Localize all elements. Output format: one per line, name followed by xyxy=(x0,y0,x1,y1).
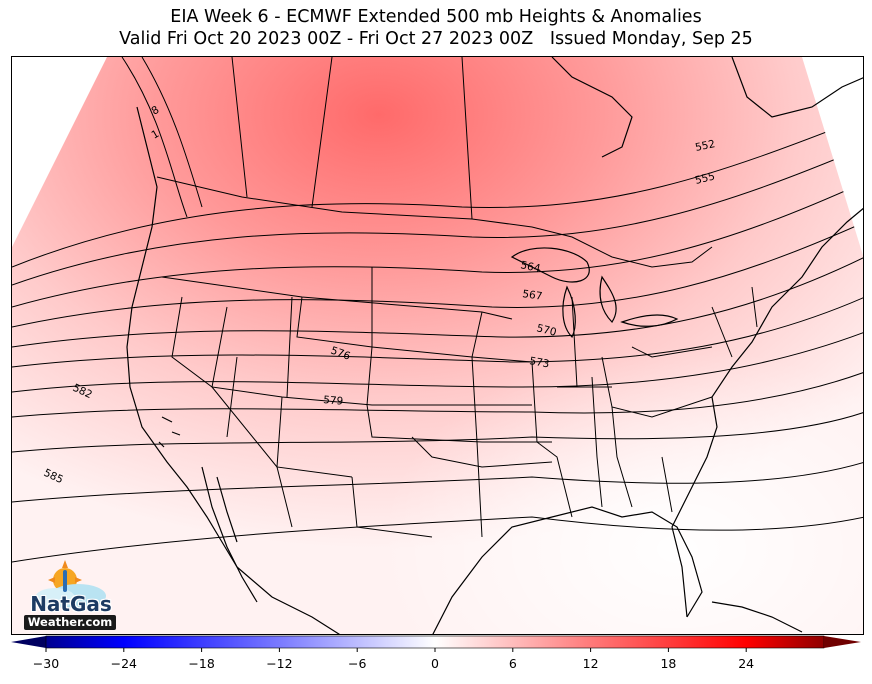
state-borders xyxy=(156,57,758,538)
contour-label: 570 xyxy=(535,322,557,338)
contour-label: 567 xyxy=(522,288,544,303)
coastlines xyxy=(126,57,863,634)
colorbar-gradient xyxy=(45,635,825,649)
logo-main-text: NatGas xyxy=(30,592,112,616)
sun-cloud-icon xyxy=(35,560,106,608)
colorbar-tick-label: −12 xyxy=(266,656,292,671)
colorbar-tick-label: −18 xyxy=(188,656,214,671)
anomaly-map: 552 555 564 567 570 573 576 579 582 585 … xyxy=(11,56,864,635)
colorbar-tick-label: 0 xyxy=(431,656,439,671)
contour-label: 579 xyxy=(323,394,344,408)
colorbar-ticks: −30 −24 −18 −12 −6 0 6 12 18 24 xyxy=(33,648,754,671)
chart-title: EIA Week 6 - ECMWF Extended 500 mb Heigh… xyxy=(170,7,702,27)
contour-label: 552 xyxy=(694,138,716,154)
colorbar-min-arrow xyxy=(11,636,46,648)
contour-label: 8 xyxy=(150,104,162,118)
colorbar-tick-label: 18 xyxy=(660,656,676,671)
contour-label: 555 xyxy=(694,170,716,186)
contour-label: 573 xyxy=(528,355,550,370)
colorbar-tick-label: 6 xyxy=(509,656,517,671)
colorbar: −30 −24 −18 −12 −6 0 6 12 18 24 xyxy=(11,635,861,671)
colorbar-tick-label: −30 xyxy=(33,656,59,671)
logo-sub-text: Weather.com xyxy=(24,615,116,630)
colorbar-tick-label: −6 xyxy=(348,656,366,671)
colorbar-tick-label: −24 xyxy=(111,656,137,671)
anomaly-shading xyxy=(12,57,863,634)
chart-subtitle: Valid Fri Oct 20 2023 00Z - Fri Oct 27 2… xyxy=(119,29,753,49)
natgas-logo: NatGas Weather.com xyxy=(20,556,120,636)
colorbar-tick-label: 24 xyxy=(738,656,754,671)
colorbar-tick-label: 12 xyxy=(583,656,599,671)
colorbar-max-arrow xyxy=(824,636,861,648)
contour-label: 1 xyxy=(150,128,162,142)
